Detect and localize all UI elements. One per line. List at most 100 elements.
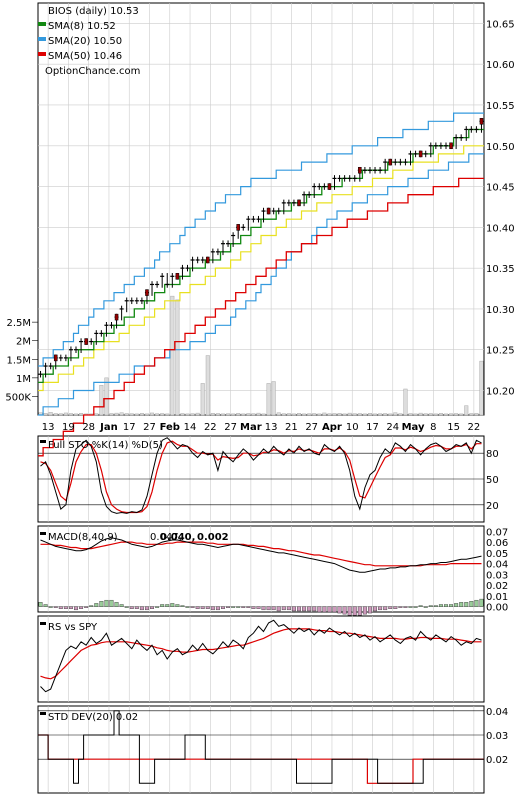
macd-histogram-bar: [74, 606, 78, 611]
x-tick-label: 27: [305, 422, 318, 433]
volume-bar: [286, 413, 291, 416]
volume-bar: [160, 413, 165, 416]
price-down-candle: [84, 338, 88, 345]
volume-bar: [367, 413, 372, 416]
volume-bar: [327, 413, 332, 416]
volume-tick-label: 1M: [16, 374, 31, 385]
macd-histogram-bar: [124, 606, 129, 608]
macd-histogram-bar: [94, 603, 99, 607]
volume-bar: [205, 355, 210, 416]
macd-histogram-bar: [367, 606, 372, 614]
x-tick-label: 13: [265, 422, 278, 433]
volume-bar: [459, 413, 464, 416]
price-down-candle: [236, 224, 240, 231]
legend-label: SMA(50) 10.46: [48, 51, 122, 62]
macd-histogram-bar: [155, 606, 160, 608]
macd-histogram-bar: [119, 604, 124, 607]
volume-bar: [266, 383, 271, 416]
volume-bar: [317, 413, 322, 416]
macd-line: [40, 537, 482, 573]
x-tick-label: 17: [123, 422, 136, 433]
macd-label: MACD(8,40,9): [48, 532, 118, 543]
grid-layer: [32, 2, 485, 794]
macd-histogram-bar: [388, 606, 393, 609]
stochastic-k-line: [40, 437, 482, 514]
macd-histogram-bar: [150, 606, 155, 609]
volume-bar: [109, 413, 114, 416]
macd-histogram-bar: [474, 599, 479, 607]
macd-histogram-bar: [48, 606, 53, 608]
sma50-line: [38, 177, 484, 457]
volume-bar: [144, 413, 149, 416]
macd-histogram-bar: [38, 602, 43, 607]
stochastic-y-tick-label: 80: [486, 449, 499, 460]
macd-histogram-bar: [84, 606, 89, 608]
volume-bar: [155, 413, 160, 416]
price-down-candle: [358, 166, 362, 174]
rs-label: RS vs SPY: [48, 622, 98, 633]
volume-bar: [418, 412, 423, 416]
macd-y-tick-label: 0.01: [486, 592, 508, 603]
volume-bar: [134, 413, 139, 416]
volume-bar: [454, 413, 459, 416]
volume-bar: [373, 413, 378, 416]
volume-bar: [357, 413, 362, 416]
legend-label: SMA(20) 10.50: [48, 36, 122, 47]
legend-swatch: [38, 52, 46, 56]
sma20-line: [38, 145, 484, 392]
macd-histogram-bar: [479, 598, 484, 607]
x-tick-label: 17: [366, 422, 379, 433]
volume-bar: [215, 413, 220, 416]
volume-bar: [231, 413, 236, 416]
volume-tick-label: 2M: [16, 337, 31, 348]
volume-bar: [332, 413, 337, 416]
volume-bar: [464, 405, 469, 416]
macd-histogram-bar: [281, 606, 286, 611]
macd-histogram-bar: [170, 603, 175, 607]
macd-histogram-bar: [362, 606, 367, 615]
volume-bar: [347, 412, 352, 416]
macd-histogram-bar: [286, 606, 291, 611]
macd-histogram-bar: [276, 606, 281, 612]
volume-bar: [119, 412, 124, 416]
volume-bar: [423, 413, 428, 416]
macd-histogram-bar: [231, 606, 236, 608]
price-down-candle: [53, 354, 58, 362]
macd-histogram-bar: [352, 606, 357, 616]
macd-histogram-bar: [398, 606, 403, 608]
price-down-candle: [145, 289, 149, 296]
macd-histogram-bar: [185, 606, 190, 608]
std-line: [38, 710, 484, 784]
x-tick-label: 15: [447, 422, 460, 433]
x-tick-label: 27: [224, 422, 237, 433]
panel-frame-price: [37, 2, 485, 416]
price-y-tick-label: 10.20: [486, 387, 515, 398]
volume-bar: [99, 385, 104, 416]
stochastic-label: Full STO %K(14) %D(5): [48, 440, 163, 451]
legend-label: BIOS (daily) 10.53: [48, 6, 139, 17]
std-y-tick-label: 0.02: [486, 755, 508, 766]
macd-histogram-bar: [175, 604, 180, 607]
volume-bar: [388, 413, 393, 416]
legend-swatch: [38, 22, 46, 26]
legend-label: SMA(8) 10.52: [48, 21, 116, 32]
volume-bar: [337, 413, 342, 416]
macd-histogram-bar: [134, 606, 139, 609]
macd-histogram-bar: [205, 606, 210, 609]
volume-bar: [296, 413, 302, 416]
macd-histogram-bar: [200, 606, 205, 609]
macd-histogram-bar: [144, 606, 149, 611]
volume-bar: [195, 412, 200, 416]
macd-histogram-bar: [266, 606, 271, 611]
macd-y-tick-label: 0.02: [486, 581, 508, 592]
price-y-tick-label: 10.25: [486, 346, 515, 357]
volume-bar: [281, 413, 286, 416]
macd-histogram-bar: [464, 602, 469, 607]
volume-bar: [322, 412, 327, 416]
volume-bar: [139, 413, 144, 416]
price-y-tick-label: 10.60: [486, 60, 515, 71]
macd-histogram-bar: [221, 606, 225, 609]
volume-bar: [443, 413, 449, 416]
macd-histogram-bar: [165, 604, 170, 607]
